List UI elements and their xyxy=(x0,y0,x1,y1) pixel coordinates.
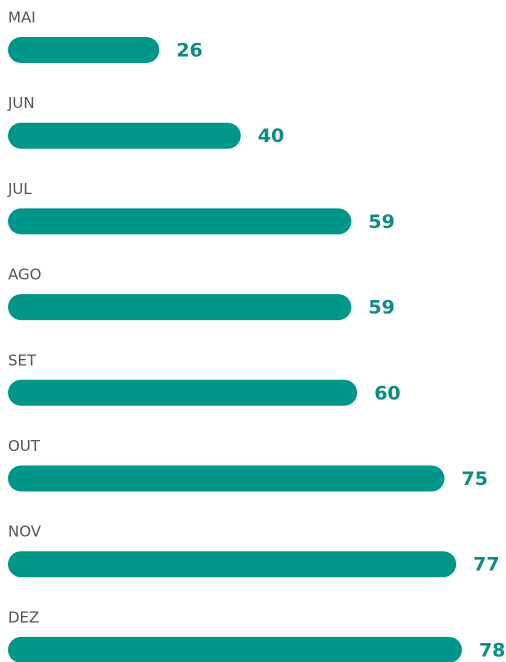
value-label: 59 xyxy=(368,211,394,233)
category-label: DEZ xyxy=(8,608,39,626)
category-label: OUT xyxy=(8,437,41,455)
bar xyxy=(8,636,462,662)
value-label: 75 xyxy=(462,468,488,490)
category-label: AGO xyxy=(8,266,41,284)
value-label: 40 xyxy=(258,125,284,147)
bar xyxy=(8,465,445,492)
bar xyxy=(8,37,160,63)
category-label: NOV xyxy=(8,523,42,541)
value-label: 26 xyxy=(176,40,202,62)
bar xyxy=(8,379,358,406)
category-label: MAI xyxy=(8,9,36,27)
bar xyxy=(8,551,457,578)
bar xyxy=(8,208,352,235)
bar xyxy=(8,122,241,149)
category-label: JUN xyxy=(7,94,35,112)
value-label: 77 xyxy=(473,554,499,576)
value-label: 59 xyxy=(368,297,394,319)
category-label: JUL xyxy=(7,180,32,198)
category-label: SET xyxy=(8,351,37,369)
value-label: 60 xyxy=(374,382,400,404)
bar xyxy=(8,294,352,321)
value-label: 78 xyxy=(479,639,505,661)
